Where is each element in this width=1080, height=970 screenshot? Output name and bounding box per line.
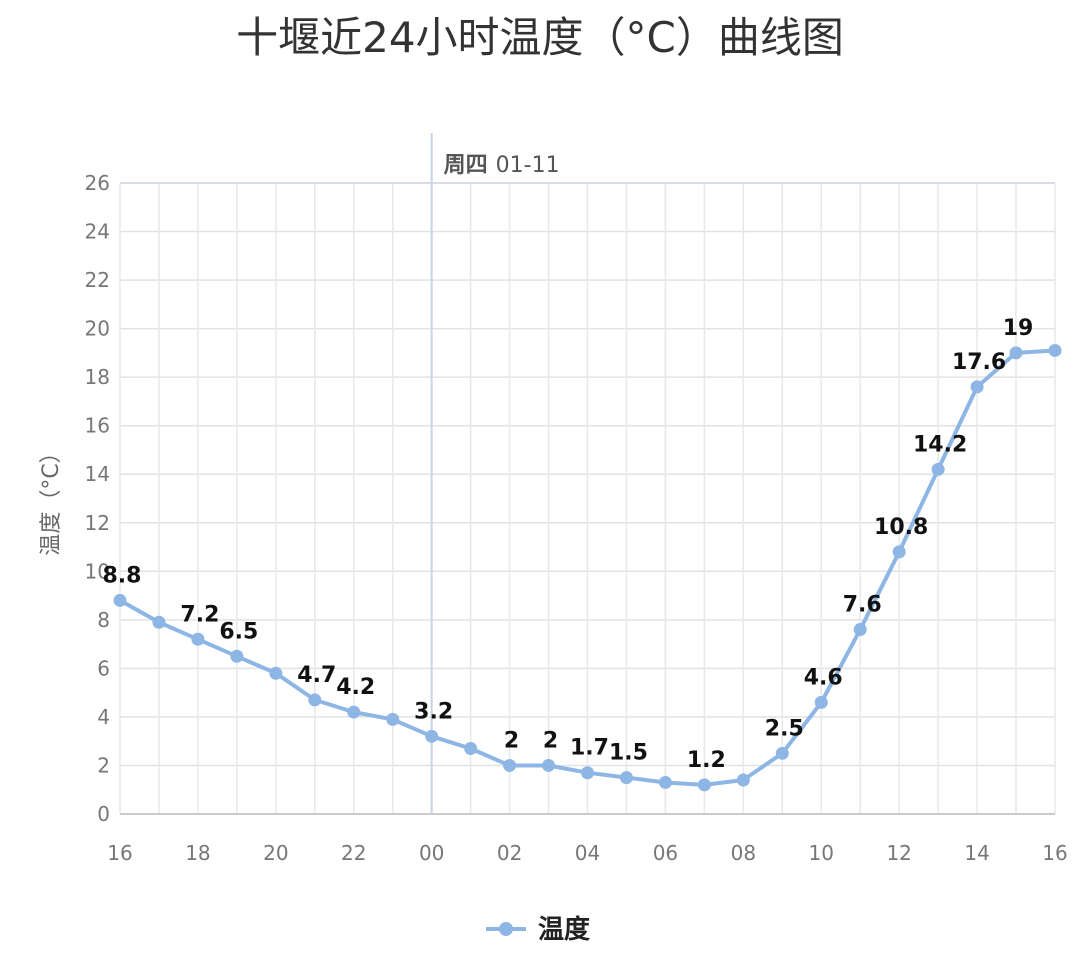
data-point (503, 758, 517, 772)
y-tick-label: 12 (85, 511, 110, 535)
x-axis-ticks: 16 18 20 22 00 02 04 06 08 10 12 14 16 (107, 841, 1067, 865)
data-point (814, 695, 828, 709)
data-label: 10.8 (874, 515, 928, 540)
legend-label: 温度 (538, 914, 590, 945)
x-tick-label: 16 (1042, 841, 1067, 865)
data-label: 2 (504, 728, 519, 753)
data-point (581, 766, 594, 780)
data-label: 19 (1003, 316, 1034, 341)
day-marker: 周四 01-11 (430, 133, 560, 814)
x-tick-label: 10 (809, 841, 834, 865)
data-point (697, 778, 711, 792)
x-tick-label: 20 (263, 841, 288, 865)
data-point (191, 632, 205, 646)
grid (119, 182, 1056, 815)
data-point (113, 593, 127, 607)
y-tick-label: 20 (85, 317, 110, 341)
data-label: 7.6 (843, 593, 882, 618)
y-tick-label: 2 (97, 753, 110, 777)
data-label: 14.2 (913, 432, 967, 457)
x-tick-label: 08 (731, 841, 756, 865)
data-point (619, 771, 633, 785)
y-tick-label: 24 (85, 220, 110, 244)
y-tick-label: 4 (97, 705, 110, 729)
x-tick-label: 00 (419, 841, 444, 865)
data-point (736, 773, 750, 787)
data-point (931, 462, 945, 476)
data-label: 4.2 (336, 675, 375, 700)
data-point (853, 623, 867, 637)
data-point (892, 545, 906, 559)
chart-title: 十堰近24小时温度（°C）曲线图 (236, 13, 844, 62)
day-marker-label: 周四 01-11 (444, 153, 560, 178)
data-label: 3.2 (414, 699, 453, 724)
data-point (152, 615, 166, 629)
x-tick-label: 12 (886, 841, 911, 865)
x-tick-label: 14 (964, 841, 989, 865)
data-label: 1.5 (609, 741, 648, 766)
data-labels: 8.8 7.26.5 4.7 4.2 3.2 2 2 1.7 1.5 1.2 2.5 4.6 7.6 10… (103, 316, 1034, 773)
data-points (113, 343, 1062, 792)
x-tick-label: 18 (185, 841, 210, 865)
data-label: 17.6 (952, 350, 1006, 375)
data-label: 4.7 (297, 663, 336, 688)
y-axis-label: 温度（°C） (39, 441, 64, 555)
x-tick-label: 02 (497, 841, 522, 865)
data-point (425, 729, 439, 743)
data-label: 6.5 (219, 619, 258, 644)
y-tick-label: 8 (97, 608, 110, 632)
day-marker-date: 01-11 (496, 153, 560, 178)
y-tick-label: 14 (85, 462, 110, 486)
data-point (464, 741, 478, 755)
data-label: 1.2 (687, 748, 726, 773)
data-label: 2 (543, 728, 558, 753)
data-point (308, 693, 322, 707)
data-label: 2.5 (765, 716, 804, 741)
day-marker-weekday: 周四 (444, 153, 488, 178)
y-tick-label: 26 (85, 171, 110, 195)
data-label: 7.2 (180, 602, 219, 627)
x-tick-label: 04 (575, 841, 600, 865)
data-label: 1.7 (570, 736, 609, 761)
y-tick-label: 16 (85, 414, 110, 438)
y-tick-label: 10 (85, 559, 110, 583)
legend[interactable]: 温度 (486, 914, 590, 945)
legend-marker (499, 922, 513, 936)
data-point (347, 705, 361, 719)
y-tick-label: 22 (85, 268, 110, 292)
y-tick-label: 6 (97, 656, 110, 680)
data-point (542, 758, 556, 772)
data-point (386, 712, 400, 726)
data-point (1009, 346, 1023, 360)
data-point (230, 649, 244, 663)
data-point (1048, 343, 1062, 357)
data-point (970, 380, 984, 394)
x-tick-label: 22 (341, 841, 366, 865)
data-point (775, 746, 789, 760)
x-tick-label: 16 (107, 841, 132, 865)
data-point (658, 775, 672, 789)
data-label: 4.6 (804, 665, 843, 690)
data-point (269, 666, 283, 680)
y-tick-label: 18 (85, 365, 110, 389)
data-label: 8.8 (103, 563, 142, 588)
x-tick-label: 06 (653, 841, 678, 865)
y-tick-label: 0 (97, 802, 110, 826)
